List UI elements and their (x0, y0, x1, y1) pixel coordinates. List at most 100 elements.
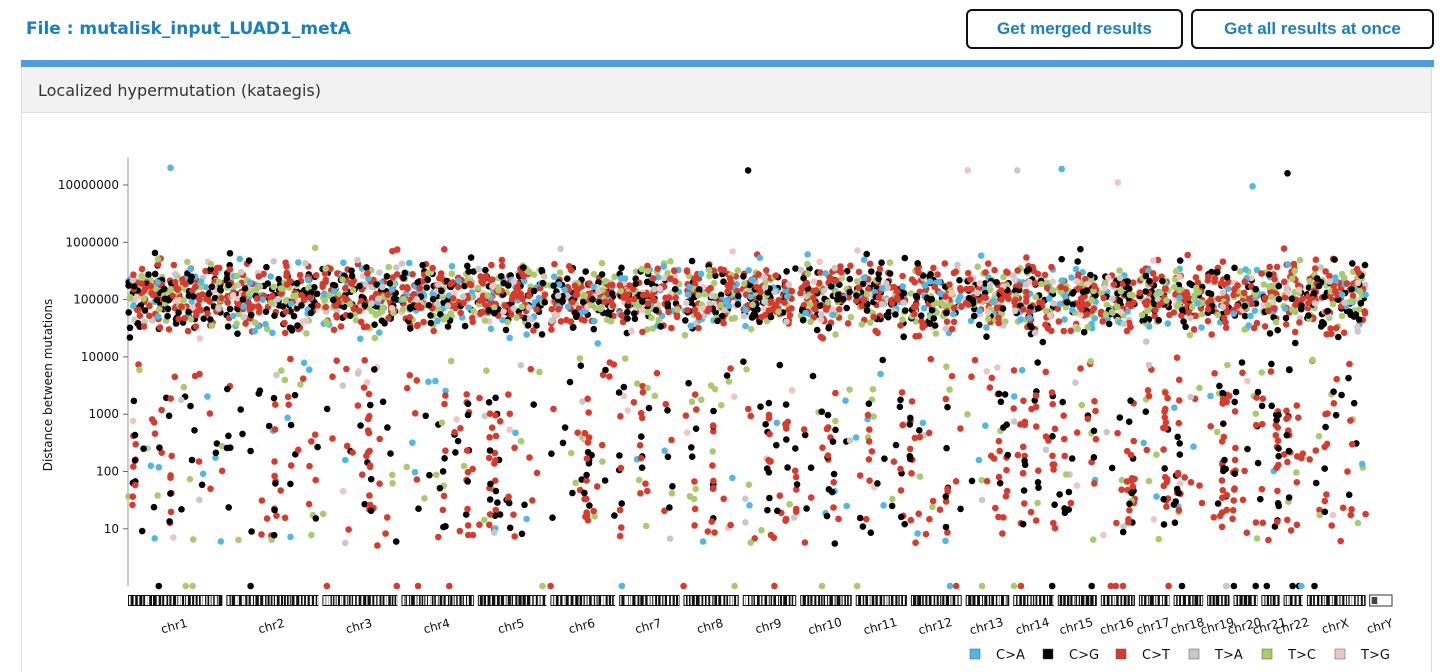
ideogram-band (423, 596, 425, 605)
get-merged-results-button[interactable]: Get merged results (966, 9, 1183, 49)
ideogram-band (587, 596, 590, 605)
ideogram-band (396, 596, 398, 605)
mutation-point (1108, 464, 1116, 472)
ideogram-band (384, 596, 387, 605)
mutation-point (591, 317, 598, 325)
mutation-point (1252, 519, 1260, 526)
mutation-point (869, 386, 877, 393)
mutation-point (498, 256, 506, 264)
ideogram-band (425, 596, 427, 605)
mutation-point (1178, 582, 1186, 590)
mutation-point (156, 324, 164, 331)
chromosome-label: chr13 (968, 615, 1005, 637)
mutation-point (178, 506, 185, 513)
mutation-point (495, 286, 502, 294)
mutation-point (782, 421, 789, 428)
mutation-point (995, 319, 1002, 327)
mutation-point (684, 307, 691, 314)
mutation-point (1241, 302, 1248, 310)
ideogram-band (288, 596, 290, 605)
ideogram-band (732, 596, 735, 605)
ideogram-band (990, 596, 992, 605)
ideogram-band (1148, 596, 1150, 605)
mutation-point (423, 284, 431, 291)
mutation-point (282, 297, 290, 305)
mutation-point (660, 263, 668, 270)
mutation-point (860, 297, 868, 304)
mutation-point (1289, 582, 1296, 590)
mutation-point (828, 283, 835, 290)
mutation-point (859, 280, 867, 288)
mutation-point (1051, 425, 1059, 433)
mutation-point (926, 320, 934, 327)
mutation-point (1321, 443, 1328, 451)
mutation-point (845, 294, 853, 301)
mutation-point (287, 421, 295, 429)
mutation-point (424, 276, 432, 283)
mutation-point (1142, 288, 1149, 295)
mutation-point (1172, 267, 1180, 275)
mutation-point (385, 263, 393, 271)
mutation-point (720, 278, 727, 286)
mutation-point (1050, 466, 1057, 473)
mutation-point (920, 305, 928, 312)
mutation-point (589, 296, 596, 303)
get-all-results-button[interactable]: Get all results at once (1191, 9, 1434, 49)
mutation-point (937, 290, 944, 297)
mutation-point (1265, 536, 1272, 544)
mutation-point (846, 275, 854, 283)
mutation-point (999, 530, 1006, 537)
mutation-point (151, 270, 159, 278)
mutation-point (776, 492, 784, 500)
mutation-point (618, 312, 625, 319)
mutation-point (354, 402, 362, 409)
mutation-point (662, 400, 670, 408)
mutation-point (1231, 398, 1238, 406)
mutation-point (860, 274, 868, 282)
mutation-point (876, 265, 884, 273)
mutation-point (1339, 504, 1347, 512)
ideogram-band (595, 596, 597, 605)
mutation-point (352, 316, 360, 324)
ideogram-band (331, 596, 333, 605)
mutation-point (385, 314, 392, 322)
mutation-point (376, 269, 383, 276)
mutation-point (354, 256, 361, 264)
mutation-point (253, 295, 261, 302)
mutation-point (1267, 368, 1275, 375)
mutation-point (1161, 465, 1168, 472)
mutation-point (870, 313, 877, 321)
mutation-point (721, 306, 728, 314)
mutation-point (308, 531, 315, 539)
mutation-point (948, 289, 956, 297)
mutation-point (892, 311, 899, 318)
ideogram-band (506, 596, 508, 605)
ideogram-band (812, 596, 815, 605)
mutation-point (1350, 313, 1358, 320)
ideogram-band (1159, 596, 1162, 605)
mutation-point (457, 309, 465, 317)
mutation-point (520, 272, 527, 280)
mutation-point (492, 394, 499, 402)
mutation-point (897, 322, 904, 329)
mutation-point (997, 398, 1005, 406)
mutation-point (1176, 294, 1183, 302)
ideogram-chr16 (1100, 595, 1135, 606)
mutation-point (886, 270, 894, 277)
mutation-point (313, 272, 320, 279)
ideogram-band (1332, 596, 1335, 605)
ideogram-band (269, 596, 271, 605)
mutation-point (1236, 268, 1244, 275)
mutation-point (1249, 183, 1256, 190)
mutation-point (1230, 582, 1238, 590)
mutation-point (1273, 263, 1281, 271)
mutation-point (1198, 499, 1206, 507)
mutation-point (518, 303, 526, 311)
mutation-point (371, 334, 379, 342)
mutation-point (171, 373, 179, 381)
ideogram-band (1307, 596, 1310, 605)
mutation-point (853, 292, 860, 299)
ideogram-band (1226, 596, 1228, 605)
mutation-point (987, 452, 995, 460)
mutation-point (1195, 289, 1202, 296)
